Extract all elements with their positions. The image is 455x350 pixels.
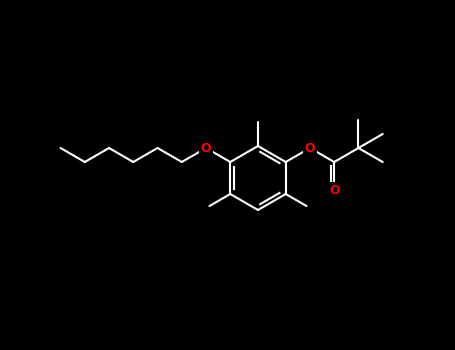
Text: O: O	[201, 141, 212, 154]
Text: O: O	[329, 183, 339, 196]
Text: O: O	[305, 141, 315, 154]
